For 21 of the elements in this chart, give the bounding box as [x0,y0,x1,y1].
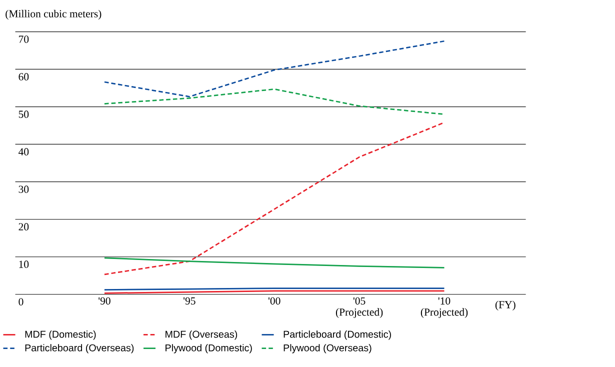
y-tick-label: 10 [19,260,29,268]
x-tick-label: '95 [184,297,196,304]
legend-label: Particleboard (Overseas) [25,344,134,354]
legend-label: Plywood (Domestic) [166,344,252,354]
x-tick-label: '10 (Projected) [420,297,468,318]
y-tick-label: 50 [18,110,29,118]
y-axis-title: (Million cubic meters) [6,10,102,20]
legend-label: MDF (Domestic) [25,330,96,340]
legend-label: MDF (Overseas) [166,330,238,340]
y-tick-label: 40 [18,148,29,156]
legend-label: Particleboard (Domestic) [284,330,391,340]
y-tick-label: 60 [18,73,29,80]
x-axis-title: (FY) [495,300,516,310]
y-tick-label: 20 [18,223,29,230]
x-tick-label: '90 [98,297,110,304]
y-tick-label: 70 [19,36,29,43]
y-tick-label: 30 [18,186,29,193]
y-tick-label: 0 [18,298,24,306]
x-tick-label: '00 [268,297,280,304]
legend-label: Plywood (Overseas) [284,344,372,354]
x-tick-label: '05 (Projected) [336,297,383,318]
